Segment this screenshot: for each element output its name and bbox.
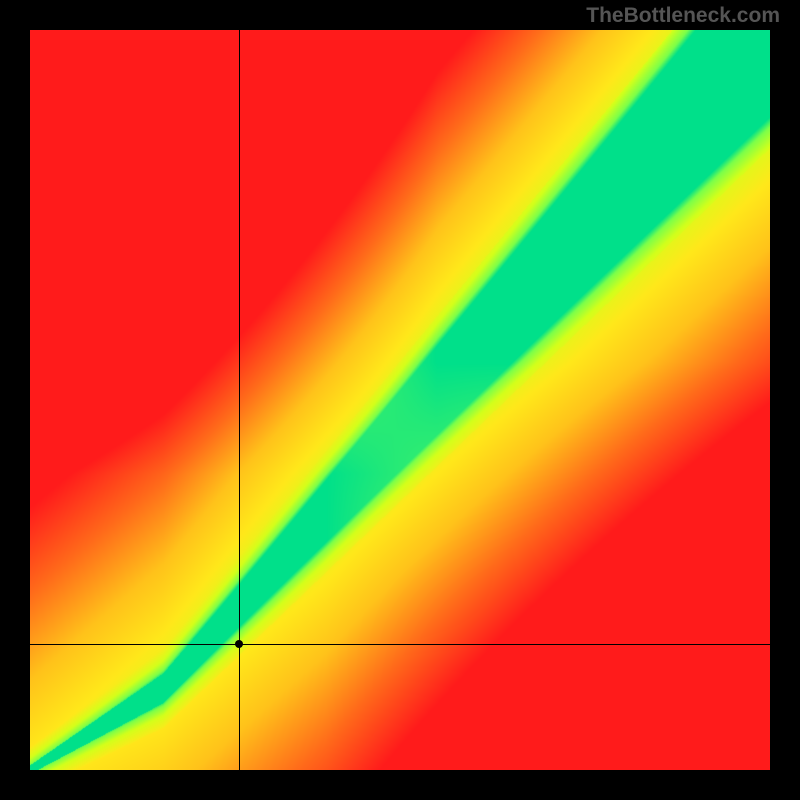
crosshair-vertical <box>239 30 240 770</box>
watermark-text: TheBottleneck.com <box>586 4 780 28</box>
plot-area <box>30 30 770 770</box>
marker-dot <box>235 640 243 648</box>
crosshair-horizontal <box>30 644 770 645</box>
heatmap-canvas <box>30 30 770 770</box>
